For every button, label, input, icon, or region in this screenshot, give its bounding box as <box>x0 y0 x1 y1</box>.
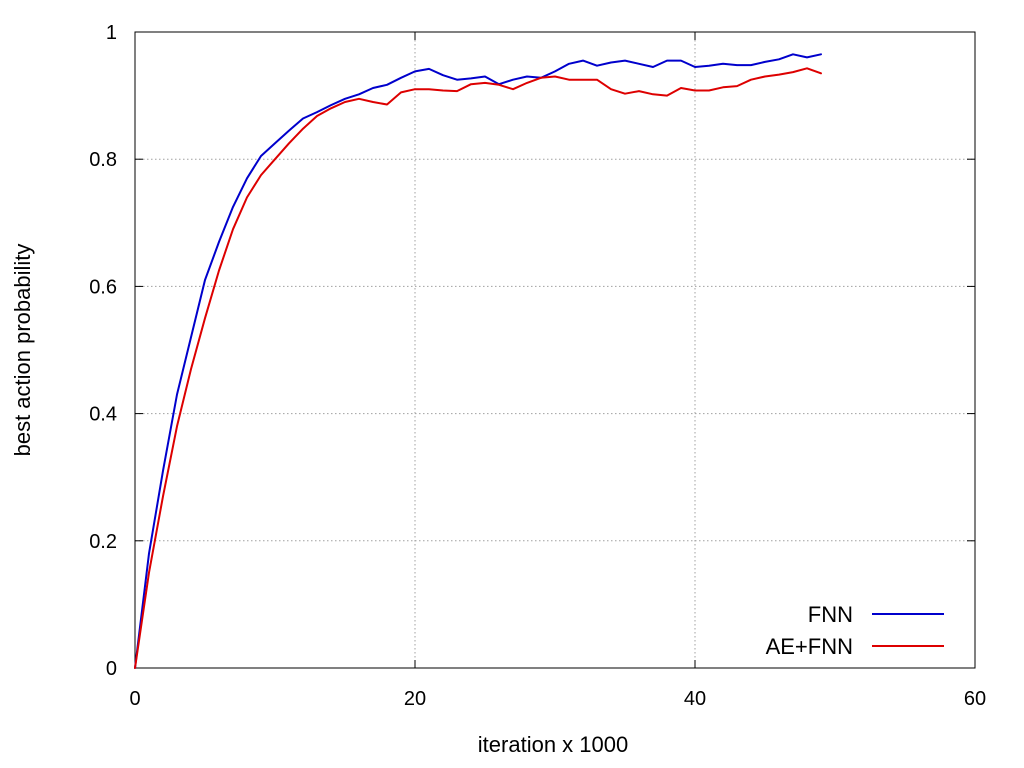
y-tick-label: 0.6 <box>89 276 117 298</box>
series-line-ae-fnn <box>134 67 822 669</box>
x-tick-label: 0 <box>129 688 140 710</box>
legend-label-ae-fnn: AE+FNN <box>766 634 853 659</box>
x-tick-label: 20 <box>404 688 426 710</box>
y-tick-label: 1 <box>106 22 117 44</box>
series-layer <box>134 53 822 669</box>
y-tick-label: 0.8 <box>89 149 117 171</box>
legend-label-fnn: FNN <box>808 602 853 627</box>
y-axis-label: best action probability <box>10 244 35 457</box>
y-tick-label: 0.2 <box>89 531 117 553</box>
axes: 0 20 40 60 0 0.2 0.4 0.6 0.8 1 <box>89 22 986 710</box>
legend: FNN AE+FNN <box>766 602 944 659</box>
x-axis-label: iteration x 1000 <box>478 732 628 757</box>
plot-frame <box>134 31 976 669</box>
x-tick-label: 60 <box>964 688 986 710</box>
series-line-fnn <box>134 53 822 669</box>
y-tick-label: 0.4 <box>89 404 117 426</box>
x-tick-label: 40 <box>684 688 706 710</box>
y-tick-label: 0 <box>106 658 117 680</box>
